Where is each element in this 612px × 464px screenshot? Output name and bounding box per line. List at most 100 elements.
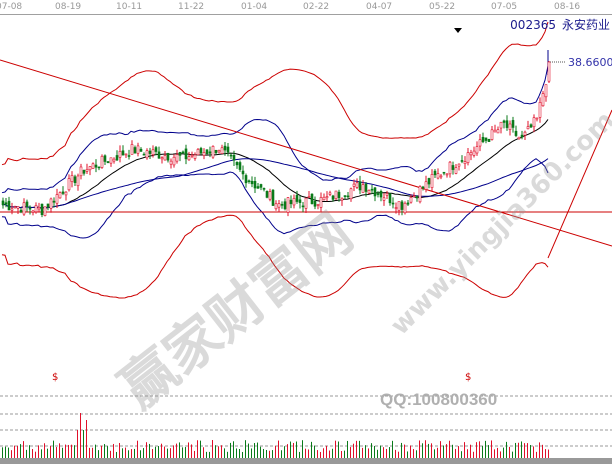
volume-bar bbox=[542, 444, 543, 458]
x-tick: 01-04 bbox=[241, 2, 268, 12]
candle bbox=[10, 208, 14, 211]
candle bbox=[436, 173, 440, 179]
candle bbox=[379, 191, 383, 198]
volume-bar bbox=[26, 449, 27, 458]
watermark-qq: QQ:100800360 bbox=[380, 390, 498, 409]
volume-bar bbox=[212, 440, 213, 458]
candle bbox=[466, 152, 470, 163]
candle bbox=[349, 188, 353, 200]
candle bbox=[247, 180, 251, 183]
candle bbox=[58, 192, 62, 199]
candle bbox=[388, 193, 392, 204]
candle bbox=[487, 138, 491, 142]
candle bbox=[196, 149, 200, 156]
volume-bar bbox=[56, 447, 57, 458]
candle bbox=[415, 196, 419, 199]
volume-bar bbox=[266, 449, 267, 458]
volume-bar bbox=[353, 443, 354, 458]
volume-bar bbox=[158, 446, 159, 458]
volume-bar bbox=[287, 444, 288, 458]
volume-bar bbox=[188, 442, 189, 458]
volume-bar bbox=[224, 448, 225, 458]
volume-bar bbox=[530, 445, 531, 458]
candle bbox=[100, 155, 104, 168]
volume-bar bbox=[524, 443, 525, 458]
volume-bar bbox=[320, 451, 321, 458]
candle bbox=[457, 163, 461, 167]
volume-bar bbox=[137, 440, 138, 458]
candle bbox=[331, 195, 335, 200]
candle bbox=[409, 197, 413, 203]
volume-bar bbox=[23, 441, 24, 458]
volume-bar bbox=[68, 444, 69, 458]
candle bbox=[178, 152, 182, 156]
volume-bar bbox=[548, 449, 549, 458]
x-tick: 05-22 bbox=[429, 2, 456, 12]
candle bbox=[385, 193, 389, 196]
candle bbox=[394, 207, 398, 209]
candle bbox=[316, 204, 320, 206]
candle bbox=[193, 154, 197, 159]
candle bbox=[70, 175, 74, 182]
volume-bar bbox=[482, 445, 483, 458]
volume-bar bbox=[98, 450, 99, 458]
candle bbox=[319, 197, 323, 208]
candle bbox=[139, 148, 143, 152]
volume-bar bbox=[500, 451, 501, 458]
candle bbox=[4, 202, 8, 205]
volume-bar bbox=[179, 442, 180, 458]
volume-bar bbox=[230, 442, 231, 458]
volume-bar bbox=[536, 451, 537, 458]
candle bbox=[136, 145, 140, 154]
candle bbox=[88, 166, 92, 171]
bottom-scrollbar[interactable] bbox=[0, 458, 612, 464]
volume-bar bbox=[182, 447, 183, 458]
candle bbox=[229, 154, 233, 157]
volume-bar bbox=[197, 440, 198, 458]
bollinger-outer-upper bbox=[1, 21, 549, 166]
volume-bar bbox=[476, 442, 477, 458]
volume-bar bbox=[506, 441, 507, 458]
x-tick: 11-22 bbox=[178, 2, 205, 12]
x-tick: 02-22 bbox=[303, 2, 330, 12]
volume-bar bbox=[227, 451, 228, 458]
candle bbox=[202, 152, 206, 156]
volume-bar bbox=[74, 445, 75, 458]
candle bbox=[250, 180, 254, 185]
candle bbox=[406, 202, 410, 205]
candle bbox=[334, 190, 338, 199]
volume-bar bbox=[521, 441, 522, 458]
x-tick: 07-05 bbox=[491, 2, 518, 12]
bollinger-inner-lower bbox=[1, 158, 549, 239]
candle bbox=[454, 167, 458, 174]
candle bbox=[343, 195, 347, 197]
candle bbox=[286, 197, 290, 213]
volume-bar bbox=[392, 440, 393, 458]
candle bbox=[283, 201, 287, 210]
candle bbox=[172, 156, 176, 166]
candle bbox=[310, 193, 314, 205]
volume-bar bbox=[416, 450, 417, 458]
candle bbox=[115, 155, 119, 161]
volume-bar bbox=[368, 448, 369, 458]
volume-bar bbox=[338, 441, 339, 458]
candle bbox=[16, 206, 20, 209]
volume-bar bbox=[149, 443, 150, 458]
candle bbox=[37, 207, 41, 210]
candle bbox=[460, 160, 464, 162]
candle bbox=[223, 145, 227, 151]
volume-bar bbox=[47, 448, 48, 458]
volume-bar bbox=[176, 443, 177, 458]
volume-bar bbox=[458, 446, 459, 458]
candle bbox=[367, 190, 371, 194]
candle bbox=[241, 170, 245, 175]
candle bbox=[439, 175, 443, 178]
volume-bar bbox=[374, 445, 375, 458]
candle bbox=[313, 200, 317, 207]
candle bbox=[328, 192, 332, 195]
candle bbox=[73, 176, 77, 184]
volume-bar bbox=[455, 448, 456, 458]
volume-bar bbox=[218, 446, 219, 458]
candle bbox=[190, 154, 194, 157]
